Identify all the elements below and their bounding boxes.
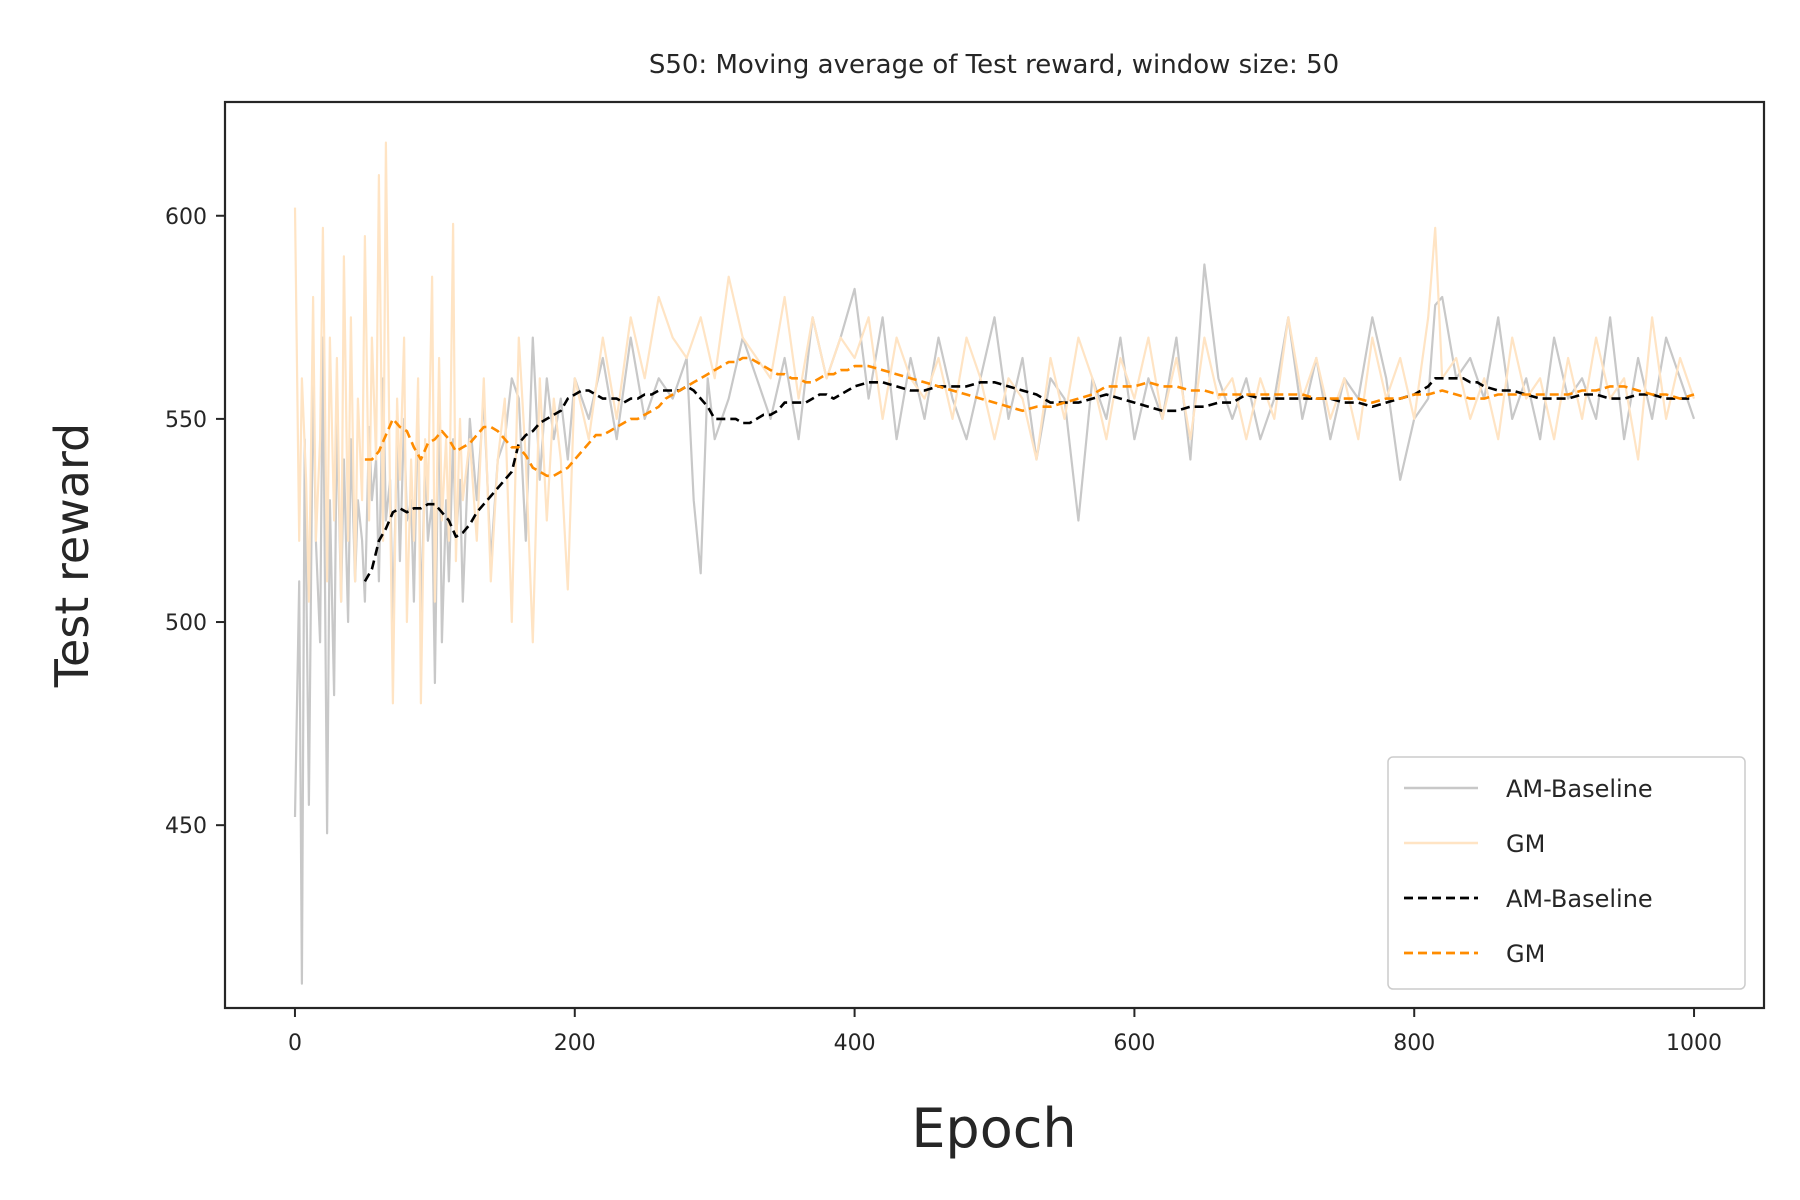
x-tick-label: 600: [1113, 1031, 1155, 1056]
series-line-raw-gm: [293, 141, 1696, 705]
series-line-raw-am-baseline: [293, 263, 1696, 985]
x-tick-label: 200: [554, 1031, 596, 1056]
plot-frame: [223, 100, 1766, 1010]
x-axis-label: Epoch: [911, 1097, 1076, 1160]
x-tick-label: 400: [834, 1031, 876, 1056]
series-line-moving-average-gm: [364, 356, 1695, 478]
y-tick-label: 550: [165, 408, 207, 433]
plot-area: [293, 141, 1696, 985]
legend-label: AM-Baseline: [1506, 775, 1653, 803]
series-line-moving-average-am-baseline: [363, 376, 1694, 583]
y-tick-label: 600: [165, 205, 207, 230]
x-tick-label: 800: [1393, 1031, 1435, 1056]
y-tick-label: 450: [165, 814, 207, 839]
legend-label: GM: [1506, 830, 1545, 858]
x-tick-label: 1000: [1666, 1031, 1722, 1056]
legend-box: [1387, 756, 1746, 990]
legend-label: AM-Baseline: [1506, 885, 1653, 913]
y-tick-label: 500: [165, 611, 207, 636]
chart-title: S50: Moving average of Test reward, wind…: [649, 50, 1339, 80]
legend: AM-Baseline GM AM-Baseline GM: [1387, 756, 1746, 990]
axis-ticks: 0 200 400 600 800 1000 450 500 550 600: [165, 205, 1722, 1056]
legend-label: GM: [1506, 940, 1545, 968]
y-axis-label: Test reward: [45, 423, 99, 689]
x-tick-label: 0: [288, 1031, 302, 1056]
